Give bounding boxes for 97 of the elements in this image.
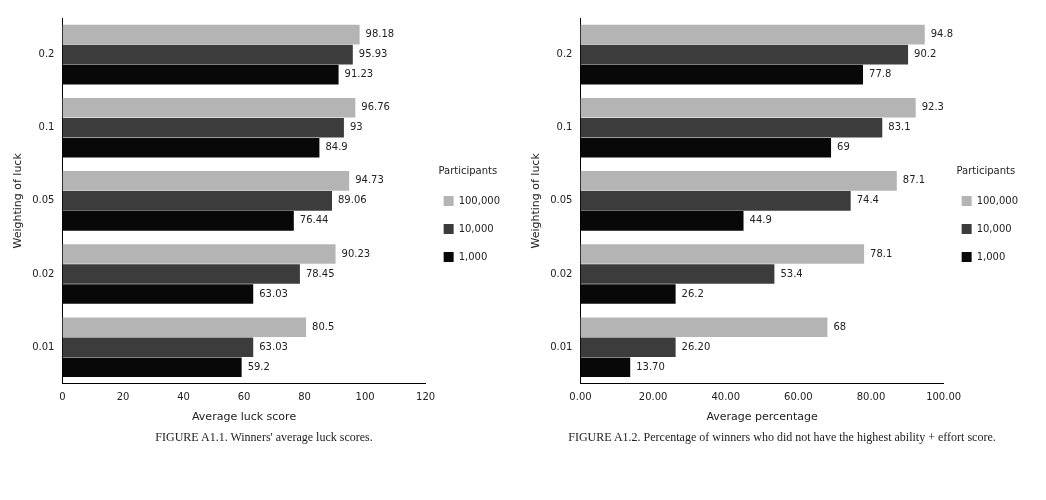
data-label: 90.2 [914,48,937,60]
bar [62,284,254,304]
x-tick-label: 40.00 [711,391,741,403]
legend-label: 1,000 [976,250,1006,262]
bar [62,97,356,118]
data-label: 80.5 [312,320,335,332]
bar [62,317,307,338]
x-tick-label: 20.00 [638,391,668,403]
legend-label: 100,000 [458,194,501,206]
bar [62,24,360,45]
data-label: 59.2 [247,360,270,372]
bar [62,191,333,211]
x-tick-label: 60.00 [784,391,813,403]
bar [580,24,925,45]
y-tick-label: 0.1 [38,121,55,133]
data-label: 90.23 [341,247,371,259]
y-tick-label: 0.01 [32,340,55,352]
data-label: 77.8 [869,68,892,80]
x-tick-label: 80 [298,391,311,403]
caption: FIGURE A1.2. Percentage of winners who did not have the highest ability + effort score. [567,429,997,446]
bar [580,284,676,304]
bar [62,171,350,191]
data-label: 26.2 [681,287,704,299]
bar [62,117,344,138]
bar [580,137,832,158]
legend-label: 1,000 [458,250,488,262]
data-label: 83.1 [888,121,911,133]
legend-title: Participants [438,164,498,176]
legend-label: 10,000 [976,222,1012,234]
bar [62,44,353,65]
legend-label: 100,000 [976,194,1019,206]
data-label: 93 [349,121,363,133]
data-label: 44.9 [749,214,772,226]
data-label: 92.3 [921,101,944,113]
x-tick-label: 20 [116,391,130,403]
data-label: 26.20 [681,340,711,352]
legend-label: 10,000 [458,222,494,234]
y-tick-label: 0.02 [32,267,55,279]
data-label: 63.03 [259,340,288,352]
x-tick-label: 100.00 [926,391,962,403]
bar [580,117,883,138]
data-label: 53.4 [780,267,803,279]
data-label: 74.4 [856,194,879,206]
data-label: 84.9 [325,141,348,153]
bar [62,64,339,85]
data-label: 63.03 [259,287,288,299]
data-label: 13.70 [636,360,665,372]
bar [580,337,676,358]
bar [580,97,916,118]
y-tick-label: 0.02 [550,267,573,279]
bar [580,264,775,284]
y-axis-title: Weighting of luck [529,152,543,249]
bar [580,357,631,378]
y-tick-label: 0.05 [550,194,573,206]
y-tick-label: 0.1 [556,121,573,133]
data-label: 87.1 [902,174,926,186]
bar [62,264,300,284]
x-tick-label: 100 [355,391,375,403]
x-tick-label: 80.00 [856,391,886,403]
bar [62,137,320,158]
data-label: 89.06 [338,194,367,206]
legend-title: Participants [956,164,1016,176]
y-axis-title: Weighting of luck [11,152,25,249]
bar [62,337,254,358]
data-label: 94.73 [355,174,384,186]
data-label: 94.8 [930,28,954,40]
x-axis-title: Average luck score [191,410,297,424]
y-tick-label: 0.2 [556,48,573,60]
data-label: 78.45 [305,267,335,279]
x-tick-label: 0 [59,391,66,403]
data-label: 68 [833,320,847,332]
bar [580,317,828,338]
x-tick-label: 0.00 [569,391,592,403]
bar [580,191,851,211]
bar [580,171,897,191]
data-label: 96.76 [361,101,390,113]
bar [62,211,294,231]
data-label: 98.18 [365,28,395,40]
bar [580,211,744,231]
bar [580,64,864,85]
data-label: 95.93 [358,48,388,60]
bar [62,244,336,264]
data-label: 76.44 [299,214,329,226]
x-axis-title: Average percentage [706,410,818,424]
data-label: 91.23 [344,68,374,80]
data-label: 78.1 [870,247,893,259]
y-tick-label: 0.05 [32,194,55,206]
caption: FIGURE A1.1. Winners' average luck scores. [154,429,374,446]
bar [62,357,242,378]
y-tick-label: 0.2 [38,48,55,60]
x-tick-label: 40 [177,391,190,403]
y-tick-label: 0.01 [550,340,573,352]
bar [580,44,909,65]
x-tick-label: 60 [237,391,251,403]
x-tick-label: 120 [416,391,436,403]
bar [580,244,865,264]
data-label: 69 [837,141,850,153]
